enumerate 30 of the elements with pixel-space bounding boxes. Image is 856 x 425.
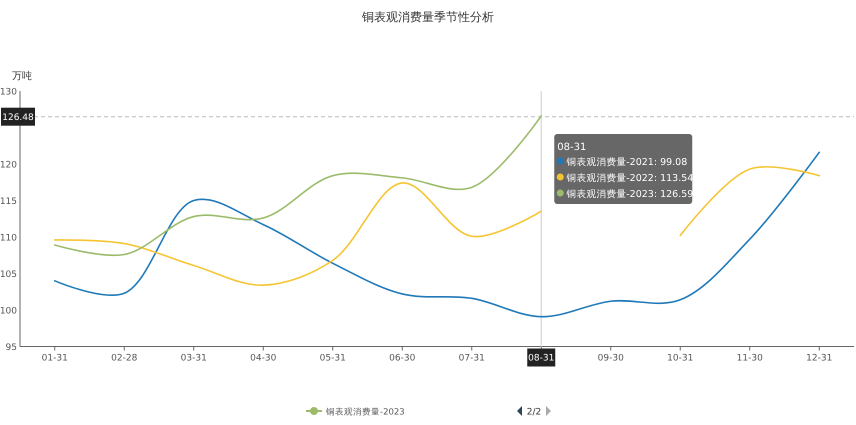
ref-line-label: 126.48 — [2, 113, 34, 124]
x-tick-label: 03-31 — [180, 354, 207, 364]
y-axis-title: 万吨 — [12, 70, 32, 82]
x-tick-label: 02-28 — [111, 354, 138, 364]
chart-title: 铜表观消费量季节性分析 — [361, 10, 494, 24]
annotation: 铜表观消费量-2021: 99.08 — [565, 156, 688, 168]
text: 2/2 — [526, 408, 542, 418]
y-tick-label: 100 — [0, 306, 18, 316]
x-tick-label: 10-31 — [667, 354, 694, 364]
x-tick-label: 12-31 — [806, 354, 832, 364]
legend-label: 铜表观消费量-2023 — [325, 406, 405, 418]
x-tick-label: 11-30 — [736, 354, 764, 364]
x-tick-label: 06-30 — [389, 354, 416, 364]
y-tick-label: 105 — [0, 270, 17, 280]
line-series — [54, 115, 542, 256]
tooltip: 08-31 铜表观消费量-2021: 99.08 铜表观消费量-2022: 113.54 铜表观消费量-2023: 126.59 — [554, 134, 694, 204]
y-tick-label: 110 — [0, 234, 18, 244]
annotation: 铜表观消费量-2022: 113.54 — [565, 172, 694, 184]
y-tick-label: 95 — [6, 343, 17, 353]
y-tick-label: 130 — [0, 88, 18, 98]
x-tick-label: 09-30 — [598, 354, 624, 364]
x-tick-label: 04-30 — [250, 354, 277, 364]
y-tick-label: 115 — [0, 197, 17, 207]
x-tick-label: 07-31 — [458, 354, 485, 364]
x-tick-label: 05-31 — [320, 354, 346, 364]
x-tick-label: 01-31 — [42, 354, 68, 364]
y-tick-label: 120 — [0, 160, 18, 170]
line-series — [54, 152, 820, 318]
x-tick-label: 08-31 — [528, 354, 554, 364]
annotation: 铜表观消费量-2023: 126.59 — [565, 188, 694, 200]
